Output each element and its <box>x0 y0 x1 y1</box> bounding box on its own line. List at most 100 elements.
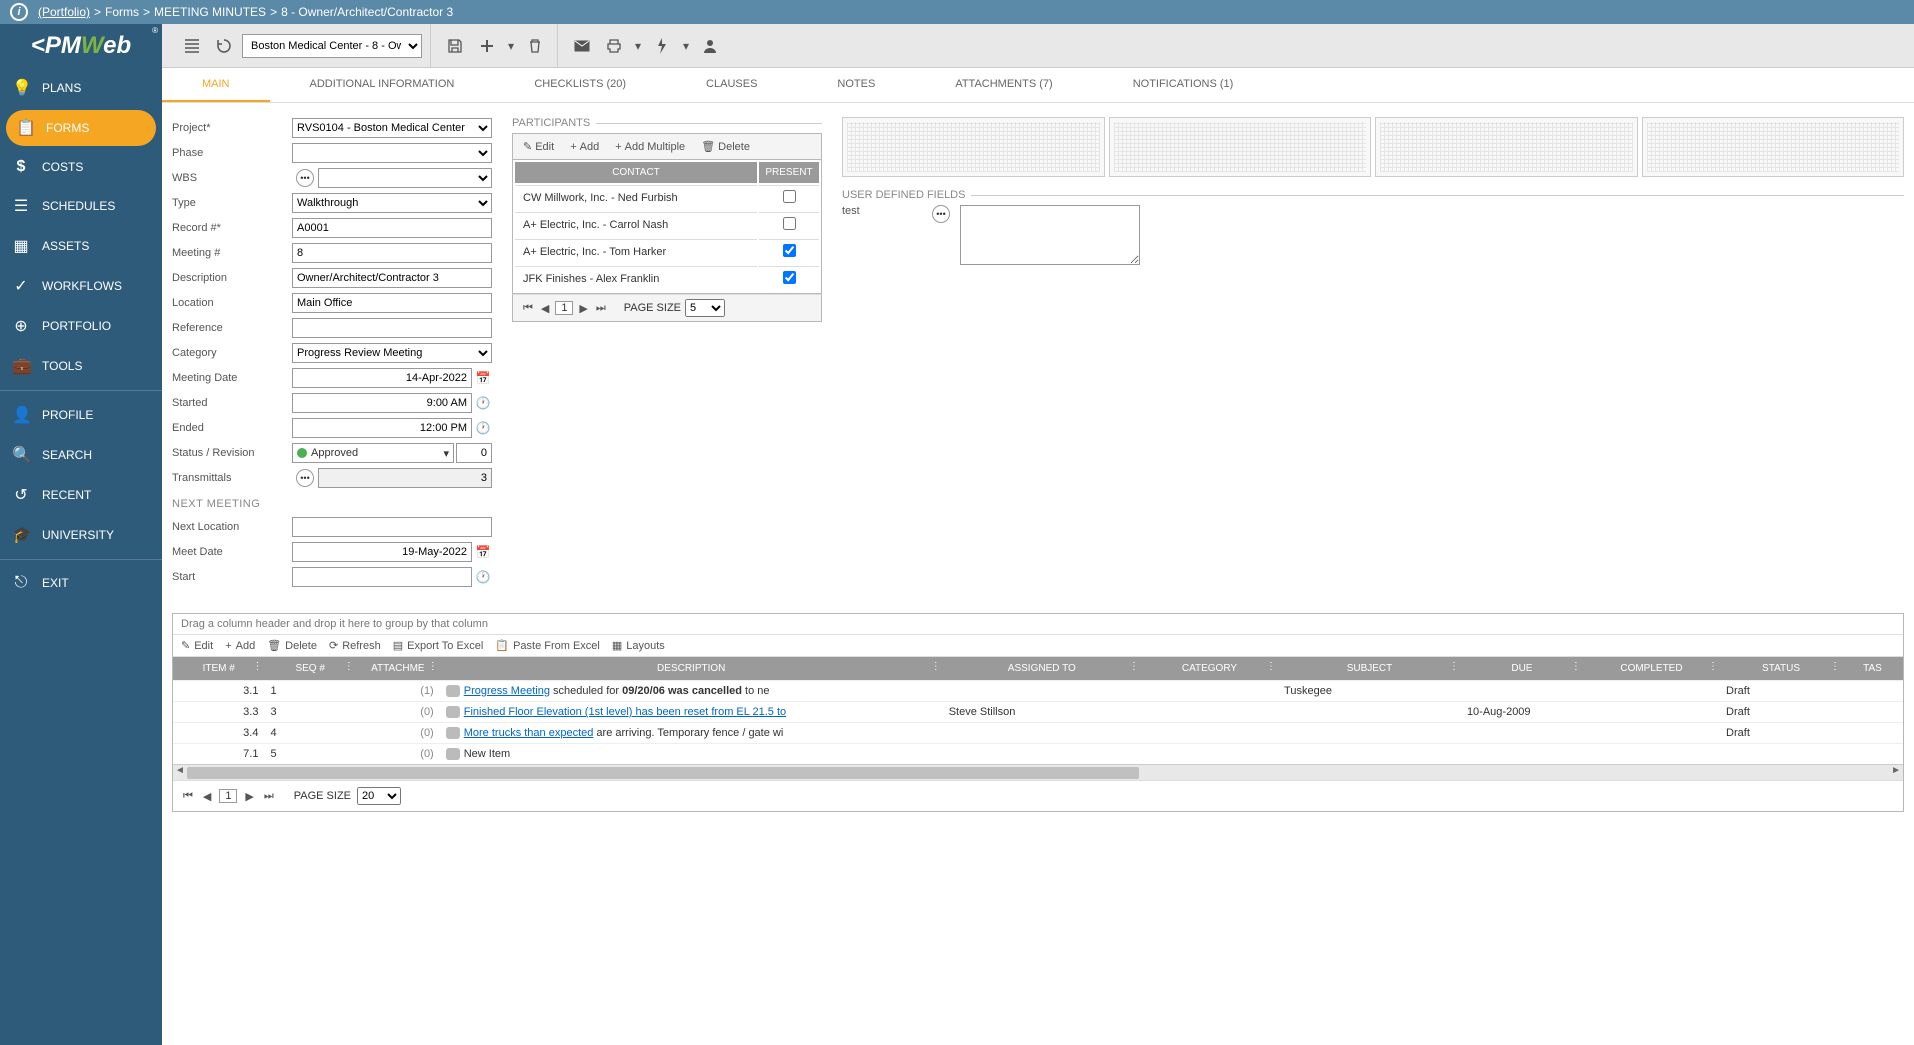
info-icon[interactable]: i <box>10 3 28 21</box>
udf-test-input[interactable] <box>960 205 1140 265</box>
col-present[interactable]: PRESENT <box>759 162 819 183</box>
grid-row[interactable]: 3.44 (0) More trucks than expected are a… <box>173 723 1903 744</box>
participant-row[interactable]: A+ Electric, Inc. - Carrol Nash <box>515 212 819 237</box>
add-dropdown-icon[interactable]: ▾ <box>505 32 517 60</box>
participants-add[interactable]: + Add <box>564 138 605 155</box>
thumbnail[interactable] <box>1109 117 1372 177</box>
thumbnail[interactable] <box>842 117 1105 177</box>
tab-additional[interactable]: ADDITIONAL INFORMATION <box>270 68 495 102</box>
tab-checklists[interactable]: CHECKLISTS (20) <box>494 68 666 102</box>
sidebar-item-exit[interactable]: ⎋EXIT <box>0 564 162 602</box>
sidebar-item-forms[interactable]: 📋FORMS <box>6 110 156 146</box>
grid-row[interactable]: 3.11 (1) Progress Meeting scheduled for … <box>173 681 1903 702</box>
delete-icon[interactable] <box>521 32 549 60</box>
col-seq[interactable]: SEQ #⋮ <box>264 657 355 681</box>
page-size-select[interactable]: 20 <box>357 787 401 805</box>
page-number[interactable]: 1 <box>555 301 573 315</box>
tab-attachments[interactable]: ATTACHMENTS (7) <box>915 68 1092 102</box>
sidebar-item-plans[interactable]: 💡PLANS <box>0 68 162 108</box>
grid-edit[interactable]: ✎ Edit <box>181 639 213 652</box>
col-completed[interactable]: COMPLETED⋮ <box>1583 657 1720 681</box>
participant-row[interactable]: A+ Electric, Inc. - Tom Harker <box>515 239 819 264</box>
breadcrumb-portfolio[interactable]: (Portfolio) <box>38 5 90 19</box>
sidebar-item-costs[interactable]: $COSTS <box>0 148 162 186</box>
started-input[interactable] <box>292 393 472 413</box>
present-checkbox[interactable] <box>783 271 796 284</box>
type-select[interactable]: Walkthrough <box>292 193 492 213</box>
next-page-icon[interactable]: ▶ <box>243 790 255 803</box>
grid-export[interactable]: ▤ Export To Excel <box>393 639 484 652</box>
grid-layouts[interactable]: ▦ Layouts <box>612 639 665 652</box>
grid-refresh[interactable]: ⟳ Refresh <box>329 639 381 652</box>
history-icon[interactable] <box>210 32 238 60</box>
list-icon[interactable] <box>178 32 206 60</box>
category-select[interactable]: Progress Review Meeting <box>292 343 492 363</box>
record-no-input[interactable] <box>292 218 492 238</box>
next-page-icon[interactable]: ▶ <box>577 302 589 315</box>
col-due[interactable]: DUE⋮ <box>1461 657 1583 681</box>
grid-delete[interactable]: 🗑 Delete <box>267 639 317 652</box>
last-page-icon[interactable]: ⏭ <box>262 790 276 803</box>
calendar-icon[interactable]: 📅 <box>474 543 492 561</box>
sidebar-item-university[interactable]: 🎓UNIVERSITY <box>0 515 162 555</box>
tab-notifications[interactable]: NOTIFICATIONS (1) <box>1093 68 1274 102</box>
meeting-no-input[interactable] <box>292 243 492 263</box>
udf-more-icon[interactable]: ••• <box>932 205 950 223</box>
transmittals-more-icon[interactable]: ••• <box>296 469 314 487</box>
ended-input[interactable] <box>292 418 472 438</box>
participants-edit[interactable]: ✎ Edit <box>517 138 560 155</box>
grid-paste[interactable]: 📋 Paste From Excel <box>495 639 600 652</box>
tab-main[interactable]: MAIN <box>162 68 270 102</box>
location-input[interactable] <box>292 293 492 313</box>
tab-notes[interactable]: NOTES <box>797 68 915 102</box>
action-dropdown-icon[interactable]: ▾ <box>680 32 692 60</box>
logo[interactable]: <PMWeb ® <box>0 24 162 68</box>
col-subject[interactable]: SUBJECT⋮ <box>1278 657 1461 681</box>
group-by-bar[interactable]: Drag a column header and drop it here to… <box>173 614 1903 635</box>
sidebar-item-profile[interactable]: 👤PROFILE <box>0 395 162 435</box>
print-dropdown-icon[interactable]: ▾ <box>632 32 644 60</box>
sidebar-item-tools[interactable]: 💼TOOLS <box>0 346 162 386</box>
calendar-icon[interactable]: 📅 <box>474 369 492 387</box>
col-item[interactable]: ITEM #⋮ <box>173 657 264 681</box>
sidebar-item-portfolio[interactable]: ⊕PORTFOLIO <box>0 306 162 346</box>
start-input[interactable] <box>292 567 472 587</box>
wbs-more-icon[interactable]: ••• <box>296 169 314 187</box>
sidebar-item-search[interactable]: 🔍SEARCH <box>0 435 162 475</box>
prev-page-icon[interactable]: ◀ <box>201 790 213 803</box>
first-page-icon[interactable]: ⏮ <box>521 302 535 315</box>
first-page-icon[interactable]: ⏮ <box>181 790 195 803</box>
clock-icon[interactable]: 🕐 <box>474 419 492 437</box>
col-desc[interactable]: DESCRIPTION⋮ <box>440 657 943 681</box>
save-icon[interactable] <box>441 32 469 60</box>
participant-row[interactable]: CW Millwork, Inc. - Ned Furbish <box>515 185 819 210</box>
meet-date-input[interactable] <box>292 542 472 562</box>
add-icon[interactable] <box>473 32 501 60</box>
comment-icon[interactable] <box>446 727 460 739</box>
grid-row[interactable]: 3.33 (0) Finished Floor Elevation (1st l… <box>173 702 1903 723</box>
clock-icon[interactable]: 🕐 <box>474 568 492 586</box>
col-assigned[interactable]: ASSIGNED TO⋮ <box>943 657 1141 681</box>
grid-row[interactable]: 7.15 (0) New Item <box>173 744 1903 765</box>
horizontal-scrollbar[interactable] <box>173 764 1903 780</box>
meeting-date-input[interactable] <box>292 368 472 388</box>
sidebar-item-schedules[interactable]: ☰SCHEDULES <box>0 186 162 226</box>
participants-delete[interactable]: 🗑 Delete <box>695 138 756 155</box>
page-size-select[interactable]: 5 <box>685 299 725 317</box>
wbs-select[interactable] <box>318 168 492 188</box>
present-checkbox[interactable] <box>783 190 796 203</box>
page-number[interactable]: 1 <box>219 789 237 803</box>
description-input[interactable] <box>292 268 492 288</box>
phase-select[interactable] <box>292 143 492 163</box>
present-checkbox[interactable] <box>783 217 796 230</box>
col-status[interactable]: STATUS⋮ <box>1720 657 1842 681</box>
next-location-input[interactable] <box>292 517 492 537</box>
revision-input[interactable] <box>456 443 492 463</box>
present-checkbox[interactable] <box>783 244 796 257</box>
comment-icon[interactable] <box>446 706 460 718</box>
tab-clauses[interactable]: CLAUSES <box>666 68 797 102</box>
status-select[interactable]: Approved▾ <box>292 443 454 463</box>
thumbnail[interactable] <box>1375 117 1638 177</box>
clock-icon[interactable]: 🕐 <box>474 394 492 412</box>
email-icon[interactable] <box>568 32 596 60</box>
